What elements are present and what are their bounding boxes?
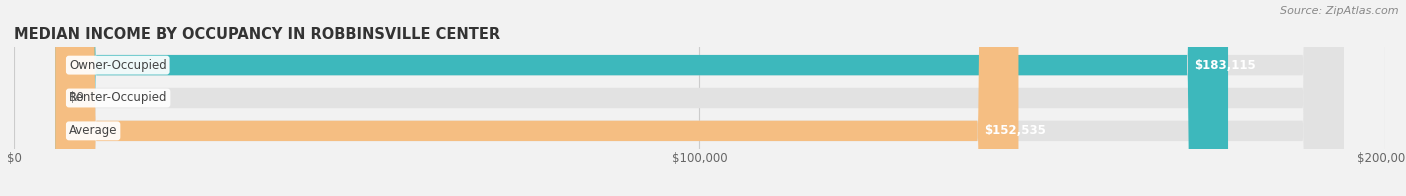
Text: $183,115: $183,115 — [1194, 59, 1256, 72]
Text: $152,535: $152,535 — [984, 124, 1046, 137]
Text: Average: Average — [69, 124, 117, 137]
FancyBboxPatch shape — [55, 0, 1344, 196]
Text: MEDIAN INCOME BY OCCUPANCY IN ROBBINSVILLE CENTER: MEDIAN INCOME BY OCCUPANCY IN ROBBINSVIL… — [14, 27, 501, 42]
Text: Owner-Occupied: Owner-Occupied — [69, 59, 167, 72]
FancyBboxPatch shape — [55, 0, 1227, 196]
FancyBboxPatch shape — [55, 0, 1344, 196]
FancyBboxPatch shape — [55, 0, 1018, 196]
Text: Renter-Occupied: Renter-Occupied — [69, 92, 167, 104]
Text: $0: $0 — [69, 92, 84, 104]
Text: Source: ZipAtlas.com: Source: ZipAtlas.com — [1281, 6, 1399, 16]
FancyBboxPatch shape — [55, 0, 1344, 196]
